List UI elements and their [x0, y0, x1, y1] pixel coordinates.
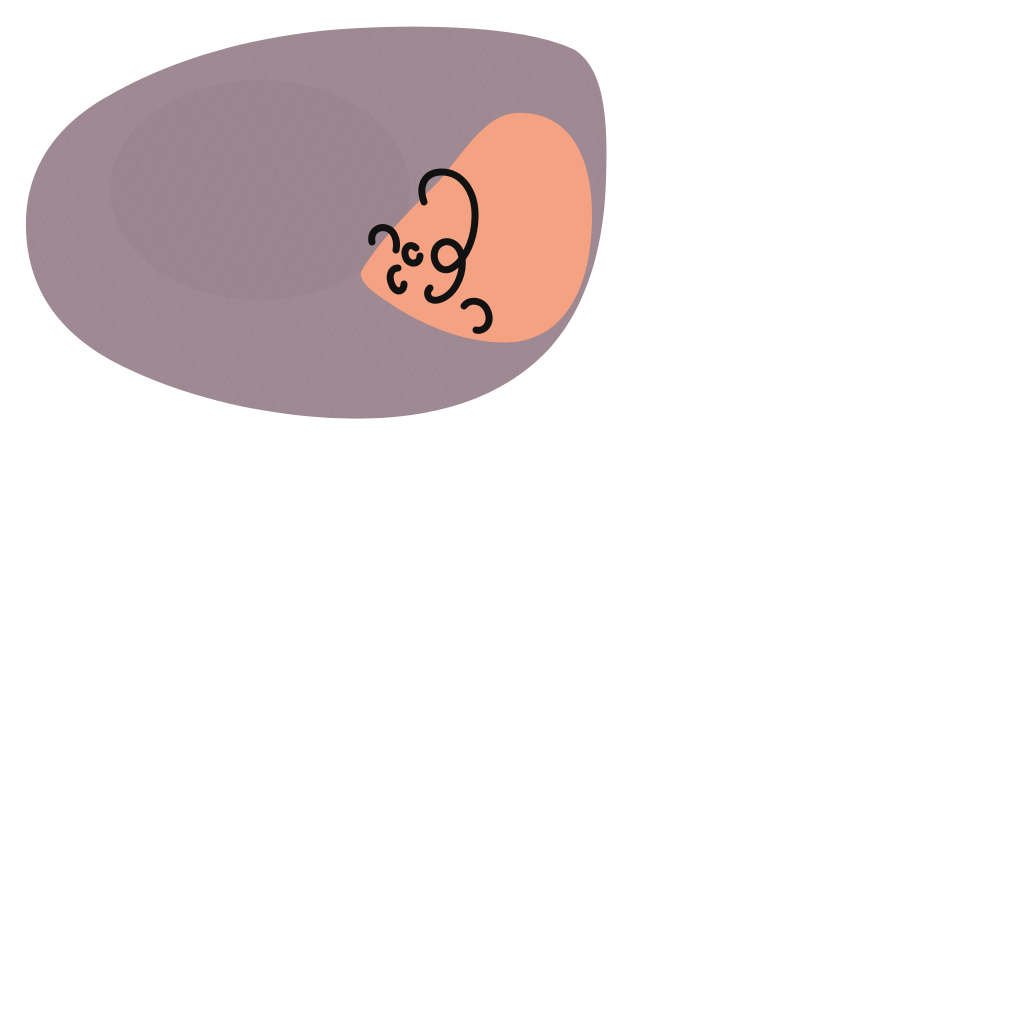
squiggle-hook-1 [386, 264, 408, 295]
black-squiggles [368, 168, 493, 334]
squiggle-left-curl [368, 224, 400, 254]
squiggle-large-loop [418, 168, 479, 304]
squiggle-right-curl [460, 297, 493, 334]
squiggle-hook-2 [401, 242, 424, 267]
